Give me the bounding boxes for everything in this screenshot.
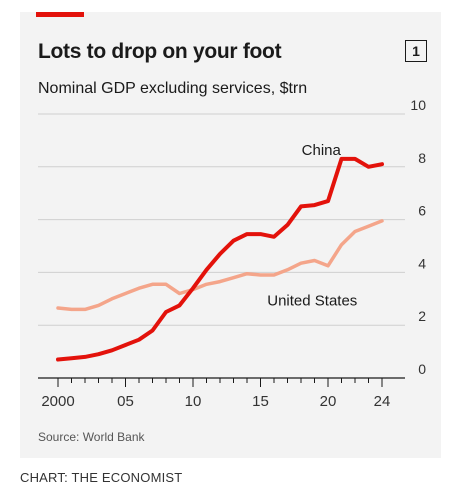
y-tick-label: 0 [418, 361, 426, 377]
chart-panel: Lots to drop on your foot Nominal GDP ex… [20, 12, 441, 458]
red-accent-tag [36, 12, 84, 17]
chart-credit: CHART: THE ECONOMIST [20, 470, 183, 485]
x-tick-label: 10 [185, 393, 202, 410]
y-axis-labels: 0 2 4 6 8 10 [410, 97, 426, 377]
series-annotations: China United States [267, 142, 357, 309]
x-axis: 2000 05 10 15 20 24 [38, 377, 405, 410]
source-note: Source: World Bank [38, 430, 145, 444]
x-tick-label: 20 [320, 393, 337, 410]
annotation-china: China [302, 142, 342, 159]
y-tick-label: 6 [418, 203, 426, 219]
y-tick-label: 4 [418, 255, 426, 271]
y-tick-label: 8 [418, 150, 426, 166]
chart-number-badge: 1 [405, 40, 427, 62]
series-line-united-states [56, 219, 384, 312]
series-lines [56, 156, 384, 362]
x-tick-label: 24 [374, 393, 391, 410]
chart-subtitle: Nominal GDP excluding services, $trn [38, 80, 308, 97]
annotation-united-states: United States [267, 292, 357, 309]
x-tick-label: 15 [252, 393, 269, 410]
chart-title: Lots to drop on your foot [38, 40, 282, 63]
y-tick-label: 2 [418, 308, 426, 324]
x-tick-label: 2000 [41, 393, 74, 410]
grid-lines [38, 113, 405, 326]
y-tick-label: 10 [410, 97, 426, 113]
series-line-china [56, 156, 384, 362]
x-tick-label: 05 [117, 393, 134, 410]
